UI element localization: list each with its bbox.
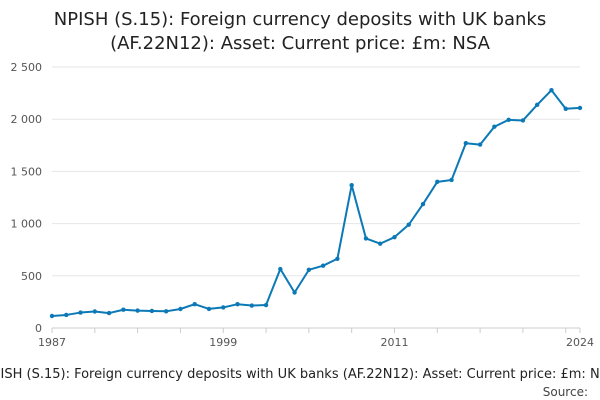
chart-title: NPISH (S.15): Foreign currency deposits … — [54, 9, 546, 54]
x-tick-label: 2024 — [566, 336, 594, 349]
data-point[interactable] — [463, 141, 469, 146]
series-line-path — [51, 89, 581, 317]
data-point[interactable] — [392, 234, 397, 240]
legend: NPISH (S.15): Foreign currency deposits … — [0, 367, 600, 382]
data-point[interactable] — [577, 105, 583, 111]
y-tick-label: 0 — [35, 322, 42, 335]
data-point[interactable] — [235, 301, 240, 307]
data-point[interactable] — [349, 182, 354, 188]
data-point[interactable] — [520, 118, 526, 123]
data-point[interactable] — [435, 179, 440, 185]
data-point[interactable] — [335, 256, 340, 261]
data-point[interactable] — [306, 267, 312, 273]
data-point[interactable] — [49, 313, 55, 319]
data-point[interactable] — [406, 222, 411, 227]
data-point[interactable] — [163, 309, 169, 314]
x-tick-label: 2011 — [380, 336, 408, 349]
data-point[interactable] — [106, 310, 112, 316]
data-point[interactable] — [420, 201, 426, 207]
data-point[interactable] — [149, 308, 155, 314]
data-point[interactable] — [206, 306, 212, 312]
data-point[interactable] — [78, 310, 83, 315]
data-point[interactable] — [278, 266, 283, 272]
data-point[interactable] — [320, 263, 326, 268]
y-tick-label: 2 500 — [11, 61, 43, 74]
data-point[interactable] — [549, 87, 554, 93]
data-point[interactable] — [492, 124, 497, 129]
data-point[interactable] — [563, 106, 568, 111]
y-tick-labels: 0 500 1 000 1 500 2 000 2 500 — [11, 61, 43, 335]
data-point[interactable] — [449, 177, 454, 183]
data-point[interactable] — [506, 117, 511, 123]
y-tick-label: 1 000 — [11, 218, 43, 231]
legend-text: NPISH (S.15): Foreign currency deposits … — [0, 367, 600, 382]
data-point[interactable] — [178, 306, 183, 312]
data-point[interactable] — [477, 142, 483, 147]
data-point[interactable] — [221, 305, 226, 310]
data-point[interactable] — [378, 241, 383, 246]
x-tick-label: 1987 — [38, 336, 66, 349]
chart-title-line: (AF.22N12): Asset: Current price: £m: NS… — [110, 33, 490, 54]
data-point[interactable] — [292, 290, 297, 295]
y-tick-label: 500 — [21, 270, 42, 283]
y-tick-label: 1 500 — [11, 165, 43, 178]
source-label: Source: — [543, 385, 588, 399]
data-point[interactable] — [363, 236, 369, 241]
data-point[interactable] — [192, 301, 197, 307]
gridlines — [52, 66, 580, 277]
series-line — [49, 87, 583, 319]
data-point[interactable] — [92, 309, 98, 314]
chart-title-line: NPISH (S.15): Foreign currency deposits … — [54, 9, 546, 30]
y-tick-label: 2 000 — [11, 113, 43, 126]
data-point[interactable] — [534, 102, 540, 107]
axes — [51, 327, 581, 333]
data-point[interactable] — [121, 307, 126, 312]
x-tick-labels: 1987 1999 2011 2024 — [38, 336, 594, 349]
x-tick-label: 1999 — [209, 336, 237, 349]
data-point[interactable] — [64, 312, 69, 318]
data-point[interactable] — [135, 308, 140, 313]
data-point[interactable] — [263, 302, 269, 308]
data-point[interactable] — [249, 303, 254, 308]
